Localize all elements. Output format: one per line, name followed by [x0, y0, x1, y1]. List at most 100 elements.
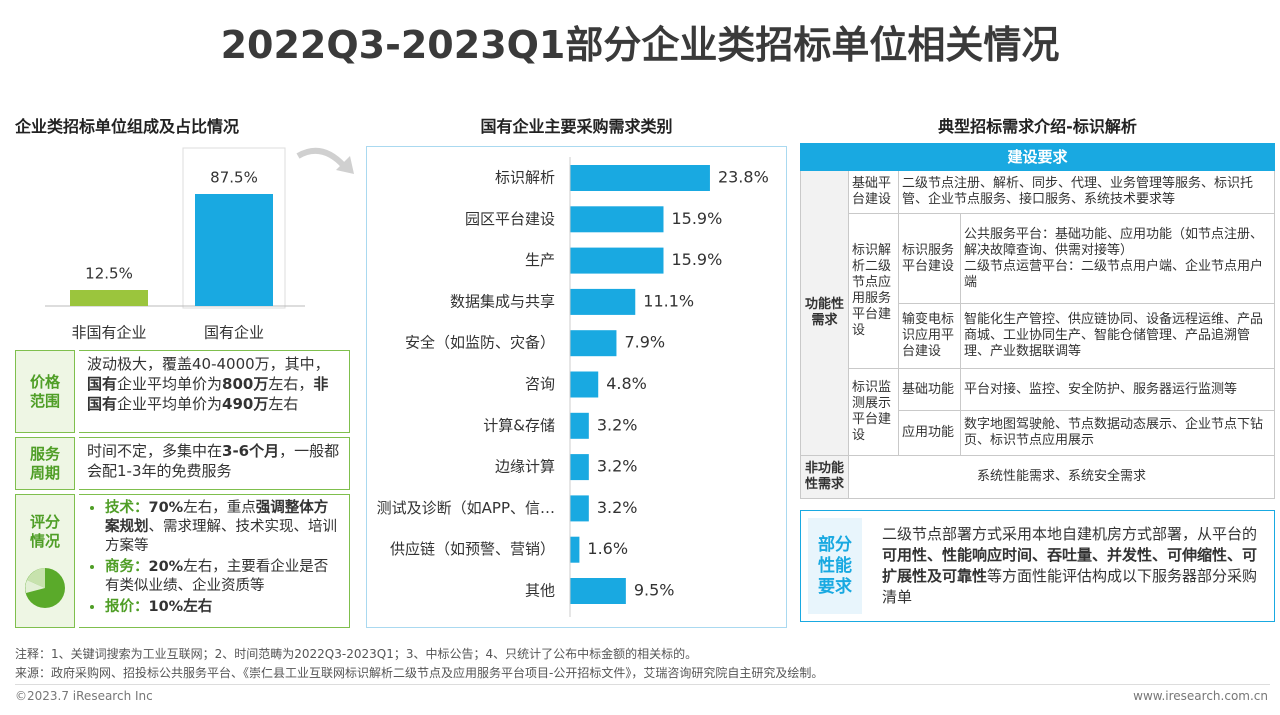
item-text: 70%左右，重点强调整体方案规划、需求理解、技术实现、培训方案等 — [105, 500, 337, 554]
box-text: 时间不定，多集中在3-6个月，一般都会配1-3年的免费服务 — [79, 437, 350, 490]
price-box: 价格范围 波动极大，覆盖40-4000万，其中，国有企业平均单价为800万左右，… — [15, 350, 350, 433]
group-cell: 基础平台建设 — [848, 170, 899, 214]
bar — [570, 536, 580, 563]
copyright: ©2023.7 iResearch Inc — [15, 689, 153, 703]
value-label: 23.8% — [718, 168, 769, 187]
source: 来源：政府采购网、招投标公共服务平台、《崇仁县工业互联网标识解析二级节点及应用服… — [15, 666, 824, 680]
box-label-cell: 评分情况 — [15, 494, 75, 628]
text-run: 10%左右 — [148, 599, 213, 615]
category-label: 其他 — [525, 582, 555, 600]
content-cell: 智能化生产管控、供应链协同、设备远程运维、产品商城、工业协同生产、智能仓储管理、… — [960, 303, 1275, 369]
text-run: 800万 — [222, 375, 269, 393]
bar — [570, 165, 710, 191]
text-run: 波动极大，覆盖40-4000万，其中， — [87, 355, 330, 373]
text-run: 企业平均单价为 — [117, 395, 223, 413]
text-run: 强调整体方案规划 — [105, 500, 329, 535]
bar — [570, 454, 589, 481]
bar — [70, 290, 148, 306]
content-cell: 数字地图驾驶舱、节点数据动态展示、企业节点下钻页、标识节点应用展示 — [960, 410, 1275, 456]
page-title: 2022Q3-2023Q1部分企业类招标单位相关情况 — [220, 23, 1060, 67]
box-label: 评分情况 — [30, 513, 61, 550]
content-cell: 二级节点注册、解析、同步、代理、业务管理等服务、标识托管、企业节点服务、接口服务… — [898, 170, 1275, 214]
value-label: 4.8% — [606, 374, 647, 393]
text-line: 数字地图驾驶舱、节点数据动态展示、企业节点下钻页、标识节点应用展示 — [964, 417, 1264, 448]
bar — [570, 495, 589, 522]
text-run: 可用性、性能响应时间、吞吐量、并发性、可伸缩性、可扩展性及可靠性 — [882, 546, 1258, 585]
category-label: 测试及诊断（如APP、信… — [377, 499, 555, 517]
item-cell: 应用功能 — [898, 410, 961, 456]
bar — [570, 412, 589, 439]
value-label: 9.5% — [634, 581, 675, 600]
group-cell: 标识监测展示平台建设 — [848, 368, 899, 456]
chart-title: 企业类招标单位组成及占比情况 — [15, 117, 240, 136]
group-cell: 标识解析二级节点应用服务平台建设 — [848, 213, 899, 369]
bar — [570, 288, 636, 315]
content-cell: 公共服务平台：基础功能、应用功能（如节点注册、解决故障查询、供需对接等） 二级节点… — [960, 213, 1275, 304]
score-list: 技术：70%左右，重点强调整体方案规划、需求理解、技术实现、培训方案等 商务：2… — [87, 499, 341, 617]
text-run: 3-6个月 — [222, 442, 280, 460]
chart: 12.5% 非国有企业 87.5% 国有企业 — [45, 147, 305, 342]
table-header: 建设要求 — [800, 143, 1275, 171]
bar — [570, 578, 626, 604]
value-label: 12.5% — [85, 265, 133, 283]
value-label: 87.5% — [210, 169, 258, 187]
item-label: 技术： — [105, 500, 149, 516]
text-line: 智能化生产管控、供应链协同、设备远程运维、产品商城、工业协同生产、智能仓储管理、… — [964, 312, 1264, 359]
divider — [15, 684, 1270, 685]
value-label: 3.2% — [597, 415, 638, 434]
category-label: 咨询 — [525, 375, 555, 393]
text-run: ，一般都会配1-3年的免费服务 — [87, 442, 340, 480]
text-run: 20% — [148, 559, 184, 575]
notes: 注释：1、关键词搜索为工业互联网；2、时间范畴为2022Q3-2023Q1；3、… — [15, 647, 698, 661]
bar — [570, 247, 664, 274]
category-label: 标识解析 — [495, 169, 555, 187]
performance-text: 二级节点部署方式采用本地自建机房方式部署，从平台的可用性、性能响应时间、吞吐量、… — [862, 524, 1274, 608]
category-label: 非国有企业 — [71, 324, 146, 342]
text-run: 490万 — [222, 395, 269, 413]
text-run: 左右，重点 — [183, 500, 256, 516]
bar — [195, 194, 273, 306]
chart: 标识解析 23.8% 园区平台建设 15.9% 生产 15.9% 数据集成与共享 11.1% 安… — [377, 157, 769, 617]
category-label: 计算&存储 — [483, 416, 555, 434]
text-line: 平台对接、监控、安全防护、服务器运行监测等 — [964, 381, 1238, 397]
text-line: 公共服务平台：基础功能、应用功能（如节点注册、解决故障查询、供需对接等） — [964, 226, 1264, 258]
value-label: 3.2% — [597, 457, 638, 476]
value-label: 1.6% — [587, 539, 628, 558]
bar — [570, 206, 664, 233]
item-text: 10%左右 — [149, 599, 213, 615]
score-item: 报价：10%左右 — [105, 598, 341, 617]
category-label: 国有企业 — [204, 324, 264, 342]
text-run: 左右，主要看企业是否有类似业绩、企业资质等 — [105, 559, 329, 594]
text-run: 70% — [148, 500, 184, 516]
item-cell: 基础功能 — [898, 368, 961, 411]
value-label: 7.9% — [624, 333, 665, 352]
box-text: 波动极大，覆盖40-4000万，其中，国有企业平均单价为800万左右，非国有企业… — [79, 350, 350, 433]
text-run: 非国有 — [87, 375, 329, 413]
text-run: 二级节点部署方式采用本地自建机房方式部署，从平台的 — [882, 525, 1258, 543]
bar — [570, 330, 617, 357]
performance-label: 部分性能要求 — [808, 518, 862, 614]
category-label: 边缘计算 — [495, 458, 555, 476]
value-label: 11.1% — [643, 291, 694, 310]
scoring-box: 评分情况 技术：70%左右，重点强调整体方案规划、需求理解、技术实现、培训方案等… — [15, 494, 350, 628]
text-line: 二级节点运营平台：二级节点用户端、企业节点用户端 — [964, 258, 1264, 290]
score-item: 商务：20%左右，主要看企业是否有类似业绩、企业资质等 — [105, 558, 341, 596]
value-label: 3.2% — [597, 498, 638, 517]
content-cell: 平台对接、监控、安全防护、服务器运行监测等 — [960, 368, 1275, 411]
arrow — [296, 147, 354, 174]
box-label: 服务周期 — [15, 437, 75, 490]
chart-frame — [366, 146, 787, 628]
category-label: 园区平台建设 — [465, 210, 555, 228]
item-text: 20%左右，主要看企业是否有类似业绩、企业资质等 — [105, 559, 328, 594]
performance-box: 部分性能要求 二级节点部署方式采用本地自建机房方式部署，从平台的可用性、性能响应… — [800, 510, 1275, 622]
category-cell: 非功能性需求 — [800, 455, 849, 499]
bar — [570, 371, 599, 398]
website: www.iresearch.com.cn — [1133, 689, 1268, 703]
item-label: 商务： — [105, 559, 149, 575]
text-run: 企业平均单价为 — [117, 375, 223, 393]
item-cell: 标识服务平台建设 — [898, 213, 961, 304]
section-title: 典型招标需求介绍-标识解析 — [938, 117, 1137, 136]
text-line: 二级节点注册、解析、同步、代理、业务管理等服务、标识托管、企业节点服务、接口服务… — [902, 176, 1254, 207]
chart-title: 国有企业主要采购需求类别 — [480, 117, 673, 136]
text-run: 等方面性能评估构成以下服务器部分采购清单 — [882, 567, 1258, 606]
